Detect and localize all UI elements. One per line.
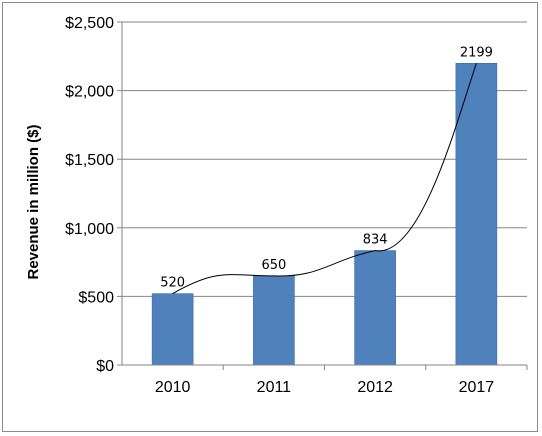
trendline-group [172, 63, 477, 295]
x-tick-label: 2010 [155, 379, 191, 396]
trendline [172, 63, 477, 295]
data-labels: 520 650 834 2199 [160, 45, 493, 290]
axes [117, 21, 528, 370]
y-tick-label: $1,500 [65, 152, 114, 169]
data-label: 834 [363, 233, 388, 248]
x-tick-label: 2017 [459, 379, 495, 396]
y-axis-title: Revenue in million ($) [25, 124, 42, 279]
bar-2010 [151, 293, 194, 366]
data-label: 520 [160, 276, 185, 291]
x-tick-label: 2012 [357, 379, 393, 396]
y-tick-label: $500 [78, 289, 114, 306]
bars [151, 62, 498, 366]
y-tick-label: $2,500 [65, 15, 114, 32]
data-label: 2199 [460, 45, 493, 60]
x-tick-label: 2011 [257, 379, 292, 396]
y-tick-label: $0 [96, 358, 114, 375]
bar-2011 [253, 275, 295, 366]
y-tick-label: $1,000 [65, 221, 114, 238]
bar-2012 [354, 250, 396, 366]
data-label: 650 [261, 258, 286, 273]
y-tick-label: $2,000 [65, 84, 114, 101]
tick-labels: $0 $500 $1,000 $1,500 $2,000 $2,500 2010 2011 20… [65, 15, 494, 396]
